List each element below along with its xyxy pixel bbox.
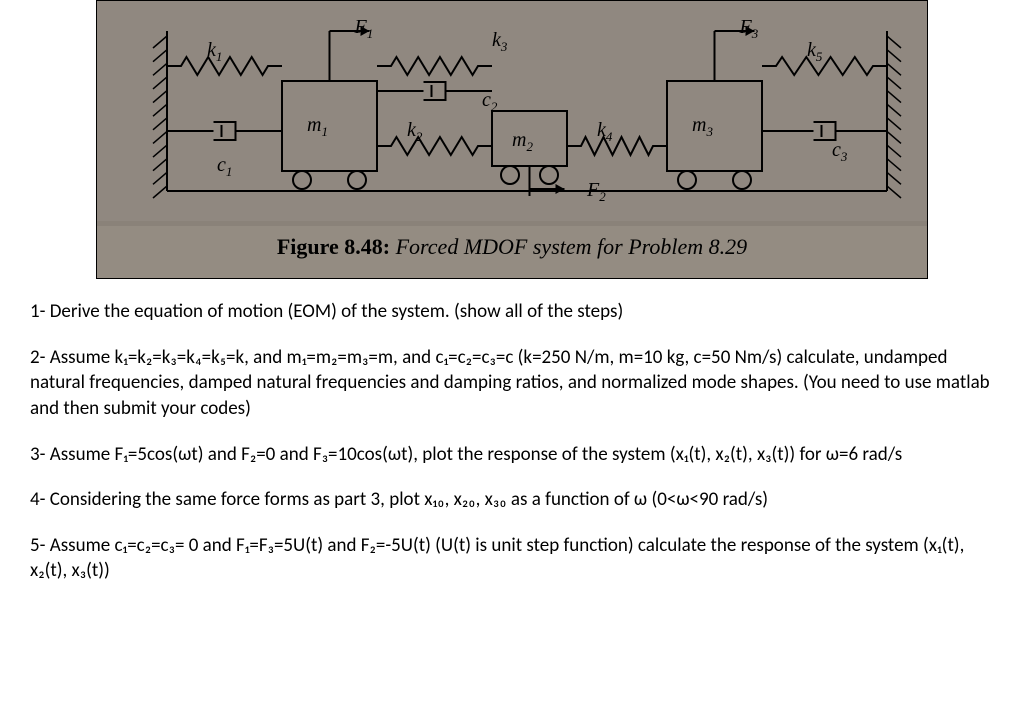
- figure-caption: Figure 8.48: Forced MDOF system for Prob…: [97, 226, 927, 278]
- problem-3: 3- Assume F₁=5cos(ωt) and F₂=0 and F₃=10…: [30, 442, 994, 468]
- problem-4: 4- Considering the same force forms as p…: [30, 487, 994, 513]
- mdof-diagram: F1F3F2k1c1m1m2m3k3c2k2k4k5c3: [97, 1, 927, 221]
- figure-number: Figure 8.48:: [277, 234, 390, 259]
- figure-container: F1F3F2k1c1m1m2m3k3c2k2k4k5c3 Figure 8.48…: [96, 0, 928, 279]
- figure-description: Forced MDOF system for Problem 8.29: [396, 234, 748, 259]
- problem-text: 1- Derive the equation of motion (EOM) o…: [30, 299, 994, 584]
- problem-5: 5- Assume c₁=c₂=c₃= 0 and F₁=F₃=5U(t) an…: [30, 533, 994, 584]
- page: F1F3F2k1c1m1m2m3k3c2k2k4k5c3 Figure 8.48…: [0, 0, 1024, 717]
- problem-2: 2- Assume k₁=k₂=k₃=k₄=k₅=k, and m₁=m₂=m₃…: [30, 345, 994, 422]
- problem-1: 1- Derive the equation of motion (EOM) o…: [30, 299, 994, 325]
